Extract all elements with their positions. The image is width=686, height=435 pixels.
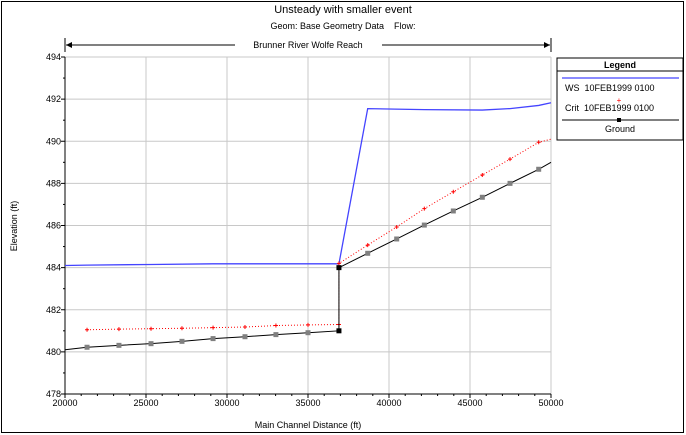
legend-crit-marker: + bbox=[617, 96, 622, 105]
chart-title: Unsteady with smaller event bbox=[274, 4, 412, 16]
x-tick-label: 50000 bbox=[538, 398, 563, 408]
legend-box bbox=[556, 57, 684, 141]
ground-point bbox=[179, 338, 185, 344]
ground-point bbox=[365, 250, 371, 256]
crit-point bbox=[508, 157, 513, 162]
y-tick-label: 480 bbox=[46, 347, 61, 357]
ground-point bbox=[116, 342, 122, 348]
reach-arrowhead-right bbox=[544, 42, 550, 48]
y-tick-label: 478 bbox=[46, 389, 61, 399]
ground-point bbox=[273, 332, 279, 338]
crit-point bbox=[211, 325, 216, 330]
y-tick-label: 482 bbox=[46, 305, 61, 315]
ground-point bbox=[84, 344, 90, 350]
ground-point bbox=[394, 236, 400, 242]
series-layer bbox=[64, 102, 552, 351]
ground-point bbox=[242, 334, 248, 340]
x-tick-label: 25000 bbox=[133, 398, 158, 408]
crit-point bbox=[336, 261, 341, 266]
crit-point bbox=[536, 140, 541, 145]
legend-ground-marker bbox=[617, 118, 621, 122]
y-tick-label: 494 bbox=[46, 52, 61, 62]
ground-point bbox=[336, 328, 342, 334]
crit-point bbox=[306, 322, 310, 327]
legend-title: Legend bbox=[604, 60, 636, 70]
crit-point bbox=[422, 206, 427, 211]
crit-point bbox=[242, 325, 247, 330]
y-tick-label: 484 bbox=[46, 263, 61, 273]
y-tick-label: 490 bbox=[46, 136, 61, 146]
crit-point bbox=[480, 172, 485, 177]
x-tick-label: 35000 bbox=[295, 398, 320, 408]
axes: 20000 25000 30000 35000 40000 45000 50000 478 48… bbox=[46, 38, 564, 408]
x-axis-label: Main Channel Distance (ft) bbox=[255, 420, 362, 430]
crit-point bbox=[394, 224, 399, 229]
crit-point bbox=[273, 323, 278, 328]
x-tick-label: 45000 bbox=[457, 398, 482, 408]
ground-point bbox=[305, 330, 311, 336]
ground-point bbox=[479, 194, 485, 200]
crit-point bbox=[85, 327, 90, 332]
chart-subtitle: Geom: Base Geometry Data Flow: bbox=[270, 21, 415, 31]
ws-line bbox=[64, 102, 552, 267]
y-tick-label: 486 bbox=[46, 221, 61, 231]
reach-label: Brunner River Wolfe Reach bbox=[253, 40, 362, 50]
crit-line bbox=[87, 138, 552, 331]
reach-arrowhead-left bbox=[66, 42, 72, 48]
y-tick-label: 492 bbox=[46, 94, 61, 104]
crit-point bbox=[451, 189, 456, 194]
x-tick-label: 40000 bbox=[376, 398, 401, 408]
ground-point bbox=[336, 265, 342, 271]
ground-point bbox=[450, 208, 456, 214]
ground-point bbox=[148, 341, 154, 347]
grid bbox=[64, 56, 552, 395]
legend: Legend WS 10FEB1999 0100 + Crit 10FEB199… bbox=[556, 57, 684, 141]
x-tick-label: 30000 bbox=[214, 398, 239, 408]
legend-ws-label: WS 10FEB1999 0100 bbox=[565, 83, 655, 93]
crit-point bbox=[149, 326, 154, 331]
y-tick-label: 488 bbox=[46, 178, 61, 188]
crit-point bbox=[365, 243, 370, 248]
ground-point bbox=[421, 222, 427, 228]
ground-point bbox=[536, 166, 542, 172]
legend-ground-label: Ground bbox=[605, 124, 635, 134]
crit-point bbox=[179, 326, 184, 331]
x-tick-label: 20000 bbox=[52, 398, 77, 408]
ground-point bbox=[210, 336, 216, 342]
ground-point bbox=[507, 180, 513, 186]
crit-point bbox=[116, 327, 121, 332]
y-axis-label: Elevation (ft) bbox=[9, 201, 19, 252]
legend-crit-label: Crit 10FEB1999 0100 bbox=[565, 103, 654, 113]
